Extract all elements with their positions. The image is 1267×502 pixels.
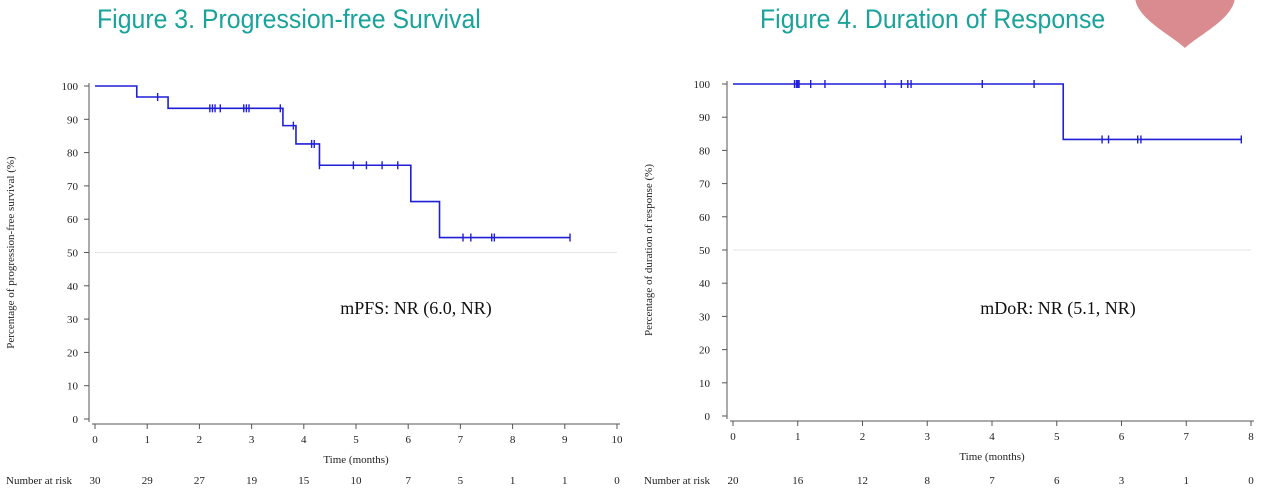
x-tick-label: 2 [197,434,203,446]
x-tick-label: 7 [458,434,464,446]
x-tick-label: 8 [510,434,516,446]
risk-table-value: 27 [194,475,206,487]
median-annotation: mDoR: NR (5.1, NR) [980,298,1136,319]
x-tick-label: 5 [353,434,359,446]
x-axis-label: Time (months) [959,451,1025,463]
y-tick-label: 0 [705,411,711,423]
survival-step-line [733,83,1242,141]
y-tick-label: 10 [699,378,711,390]
x-tick-label: 8 [1248,431,1254,443]
y-tick-label: 70 [699,179,711,191]
risk-table-value: 1 [510,475,516,487]
risk-table-value: 0 [1248,475,1254,487]
x-tick-label: 3 [249,434,255,446]
risk-table-value: 6 [1054,475,1060,487]
risk-table-value: 5 [458,475,464,487]
risk-table-value: 3 [1119,475,1125,487]
x-axis-label: Time (months) [323,454,389,466]
y-tick-label: 40 [699,278,711,290]
heart-logo-icon [1135,0,1235,48]
risk-table-value: 12 [857,475,868,487]
y-tick-label: 50 [67,248,79,260]
risk-table-value: 1 [562,475,568,487]
y-tick-label: 80 [699,145,711,157]
risk-table-value: 19 [246,475,258,487]
y-tick-label: 60 [699,212,711,224]
risk-table-label: Number at risk [644,475,710,487]
y-tick-label: 100 [694,79,711,91]
y-tick-label: 90 [699,112,711,124]
x-tick-label: 7 [1184,431,1190,443]
x-tick-label: 10 [612,434,624,446]
risk-table-value: 7 [989,475,995,487]
y-tick-label: 10 [67,381,79,393]
y-tick-label: 60 [67,214,79,226]
x-tick-label: 0 [92,434,98,446]
y-tick-label: 70 [67,181,79,193]
y-axis-label: Percentage of progression-free survival … [5,156,17,349]
y-tick-label: 50 [699,245,711,257]
risk-table-value: 30 [90,475,102,487]
x-tick-label: 5 [1054,431,1060,443]
x-tick-label: 3 [925,431,931,443]
risk-table-value: 16 [792,475,804,487]
x-tick-label: 1 [144,434,150,446]
risk-table-value: 7 [405,475,411,487]
risk-table-value: 15 [298,475,310,487]
x-tick-label: 6 [405,434,411,446]
figure-3-title: Figure 3. Progression-free Survival [97,4,481,34]
y-tick-label: 0 [73,414,79,426]
x-tick-label: 1 [795,431,801,443]
x-tick-label: 0 [730,431,736,443]
median-annotation: mPFS: NR (6.0, NR) [340,298,492,319]
x-tick-label: 9 [562,434,568,446]
y-tick-label: 20 [67,347,79,359]
y-axis-label: Percentage of duration of response (%) [643,164,655,336]
x-tick-label: 6 [1119,431,1125,443]
x-tick-label: 4 [301,434,307,446]
x-tick-label: 4 [989,431,995,443]
risk-table-label: Number at risk [6,475,72,487]
y-tick-label: 20 [699,345,711,357]
y-tick-label: 80 [67,148,79,160]
y-tick-label: 30 [67,314,79,326]
y-tick-label: 40 [67,281,79,293]
figure-4-title: Figure 4. Duration of Response [760,4,1106,34]
risk-table-value: 8 [925,475,931,487]
y-tick-label: 30 [699,311,711,323]
risk-table-value: 1 [1184,475,1190,487]
y-tick-label: 100 [62,81,79,93]
survival-step-line [95,85,571,239]
risk-table-value: 0 [614,475,620,487]
risk-table-value: 20 [728,475,740,487]
y-tick-label: 90 [67,114,79,126]
x-tick-label: 2 [860,431,866,443]
risk-table-value: 29 [142,475,154,487]
risk-table-value: 10 [351,475,363,487]
